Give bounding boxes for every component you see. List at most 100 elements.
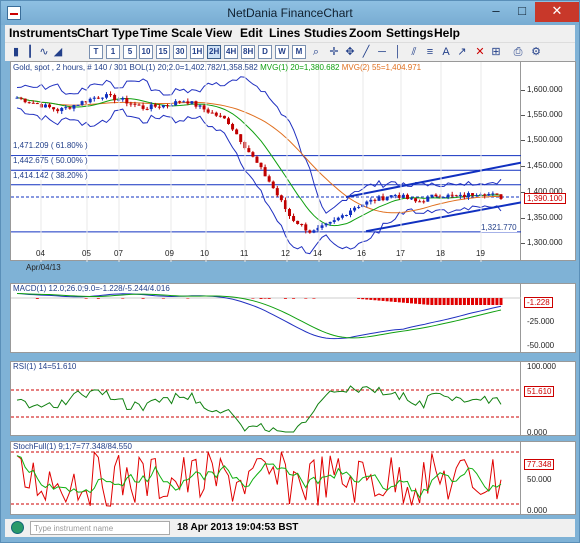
candle-body xyxy=(104,94,108,98)
candle-body xyxy=(202,105,206,110)
horizontal-line-icon[interactable]: ─ xyxy=(378,46,386,58)
vertical-line-icon[interactable]: │ xyxy=(394,46,402,58)
channel-icon[interactable]: ⫽ xyxy=(411,46,417,58)
close-button[interactable]: ✕ xyxy=(535,2,579,22)
macd-panel[interactable]: MACD(1) 12.0;26.0;9.0=-1.228/-5.244/4.01… xyxy=(10,283,522,354)
macd-histogram-bar xyxy=(312,298,316,299)
menu-time-scale[interactable]: Time Scale xyxy=(140,26,203,40)
x-tick: 10 xyxy=(200,249,209,258)
instrument-search-input[interactable] xyxy=(30,521,170,535)
menu-lines[interactable]: Lines xyxy=(269,26,301,40)
candle-body xyxy=(64,107,68,109)
stoch-panel[interactable]: StochFull(1) 9;1;7=77.348/84.550 xyxy=(10,441,522,516)
candle-body xyxy=(19,97,23,99)
minimize-button[interactable]: – xyxy=(492,3,500,18)
candle-body xyxy=(72,105,76,109)
stoch-legend: StochFull(1) 9;1;7=77.348/84.550 xyxy=(13,442,132,451)
menu-zoom[interactable]: Zoom xyxy=(349,26,382,40)
settings-icon[interactable]: ⚙ xyxy=(531,46,541,58)
tf-15m[interactable]: 15 xyxy=(156,45,170,59)
menu-view[interactable]: View xyxy=(205,26,233,40)
macd-histogram-bar xyxy=(434,298,438,305)
stoch-chart[interactable] xyxy=(11,442,522,516)
macd-histogram-bar xyxy=(141,298,145,299)
grid-icon[interactable]: ⊞ xyxy=(491,46,501,58)
bollinger-lower-line xyxy=(16,107,502,255)
area-chart-icon[interactable]: ◢ xyxy=(53,46,63,58)
tf-1h[interactable]: 1H xyxy=(190,45,205,59)
candle-body xyxy=(247,148,251,153)
text-tool-icon[interactable]: A xyxy=(442,46,450,58)
y-tick: 1,600.000 xyxy=(527,85,563,94)
candle-body xyxy=(239,134,243,142)
candle-body xyxy=(471,193,475,196)
candle-body xyxy=(296,220,300,224)
tf-10m[interactable]: 10 xyxy=(139,45,153,59)
current-price-tag: 1,390.100 xyxy=(524,193,566,204)
rsi-panel[interactable]: RSI(1) 14=51.610 xyxy=(10,361,522,437)
candle-body xyxy=(23,98,27,103)
menu-settings[interactable]: Settings xyxy=(386,26,434,40)
candle-body xyxy=(458,194,462,196)
macd-chart[interactable] xyxy=(11,284,522,354)
maximize-button[interactable]: □ xyxy=(518,3,526,18)
candle-body xyxy=(414,198,418,202)
macd-histogram-bar xyxy=(454,298,458,305)
candle-body xyxy=(182,101,186,103)
fibonacci-icon[interactable]: ≡ xyxy=(426,46,434,58)
macd-histogram-bar xyxy=(283,298,287,299)
arrow-tool-icon[interactable]: ↗ xyxy=(457,46,467,58)
magnify-icon[interactable]: ⌕ xyxy=(312,46,320,58)
candle-body xyxy=(56,109,60,112)
price-panel[interactable]: Gold, spot , 2 hours, # 140 / 301 BOL(1)… xyxy=(10,61,522,262)
menu-instruments[interactable]: Instruments xyxy=(9,26,78,40)
line-chart-icon[interactable]: ∿ xyxy=(39,46,49,58)
tf-weekly[interactable]: W xyxy=(275,45,289,59)
y-tick-mark xyxy=(521,166,525,167)
candle-body xyxy=(235,129,239,135)
draw-line-icon[interactable]: ╱ xyxy=(362,46,370,58)
mvg2-legend: MVG(2) 55=1,404.971 xyxy=(341,63,422,72)
tf-8h[interactable]: 8H xyxy=(241,45,256,59)
candle-body xyxy=(385,197,389,201)
tf-daily[interactable]: D xyxy=(258,45,272,59)
x-tick: 16 xyxy=(357,249,366,258)
window-title: NetDania FinanceChart xyxy=(227,6,353,20)
tf-1m[interactable]: 1 xyxy=(106,45,120,59)
tf-30m[interactable]: 30 xyxy=(173,45,187,59)
tf-tick[interactable]: T xyxy=(89,45,103,59)
candlestick-icon[interactable]: ▮ xyxy=(12,46,20,58)
bar-chart-icon[interactable]: ┃ xyxy=(26,46,34,58)
rsi-chart[interactable] xyxy=(11,362,522,437)
candle-body xyxy=(292,216,296,221)
crosshair-icon[interactable]: ✛ xyxy=(329,46,339,58)
candle-body xyxy=(80,101,84,105)
macd-line xyxy=(16,293,502,340)
macd-current-tag: -1.228 xyxy=(524,297,553,308)
macd-histogram-bar xyxy=(361,298,365,300)
app-logo-icon xyxy=(7,6,21,20)
candle-body xyxy=(324,223,328,226)
menu-edit[interactable]: Edit xyxy=(240,26,263,40)
candle-body xyxy=(186,101,190,104)
macd-histogram-bar xyxy=(442,298,446,305)
macd-histogram-bar xyxy=(377,298,381,301)
tf-2h[interactable]: 2H xyxy=(207,45,222,59)
macd-histogram-bar xyxy=(84,298,88,299)
print-icon[interactable]: ⎙ xyxy=(513,46,523,58)
menu-help[interactable]: Help xyxy=(434,26,461,40)
macd-signal-line xyxy=(16,293,502,339)
candle-body xyxy=(418,201,422,203)
macd-histogram-bar xyxy=(446,298,450,305)
pan-icon[interactable]: ✥ xyxy=(345,46,355,58)
tf-4h[interactable]: 4H xyxy=(224,45,239,59)
candle-body xyxy=(222,115,226,119)
tf-5m[interactable]: 5 xyxy=(123,45,137,59)
y-tick: 1,450.000 xyxy=(527,161,563,170)
delete-icon[interactable]: ✕ xyxy=(475,46,485,58)
menu-studies[interactable]: Studies xyxy=(304,26,348,40)
tf-monthly[interactable]: M xyxy=(292,45,306,59)
menu-chart-type[interactable]: Chart Type xyxy=(77,26,139,40)
candle-body xyxy=(190,101,194,104)
candle-body xyxy=(231,123,235,130)
